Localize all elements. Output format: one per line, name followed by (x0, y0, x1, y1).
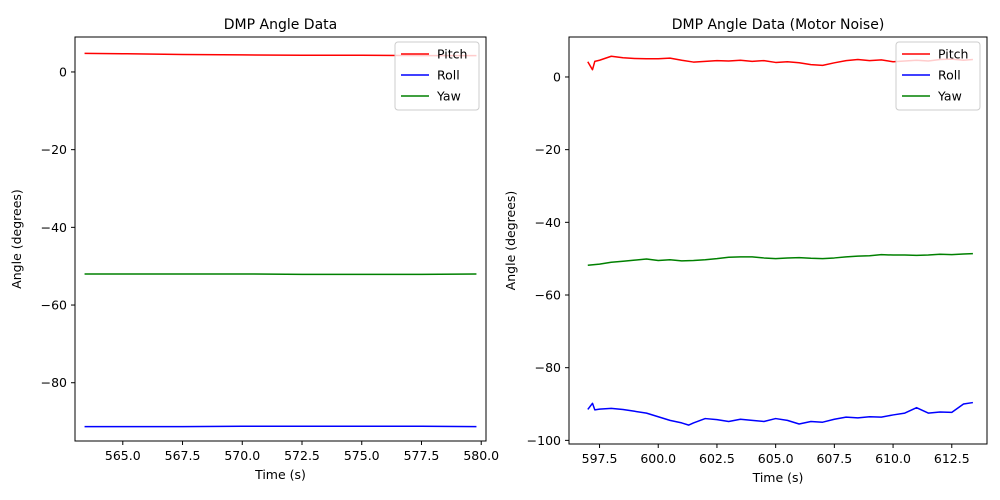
y-tick-label: −20 (535, 142, 561, 157)
x-tick-label: 602.5 (699, 451, 735, 466)
legend-label-roll: Roll (938, 68, 961, 83)
legend-box (394, 41, 480, 111)
x-tick-label: 605.0 (758, 451, 794, 466)
legend: Pitch Roll Yaw (394, 41, 480, 111)
x-axis-label: Time (s) (752, 470, 804, 485)
y-tick-label: −40 (41, 220, 67, 235)
y-tick-label: 0 (553, 69, 561, 84)
y-tick-label: −80 (41, 375, 67, 390)
x-tick-label: 572.5 (284, 448, 320, 463)
legend-label-pitch: Pitch (938, 47, 968, 62)
y-tick-label: 0 (59, 64, 67, 79)
chart-2: 597.5 600.0 602.5 605.0 607.5 610.0 612.5 0 −20 −… (503, 17, 988, 485)
x-tick-label: 570.0 (224, 448, 260, 463)
x-tick-label: 612.5 (934, 451, 970, 466)
x-axis-label: Time (s) (254, 467, 306, 482)
series-line-roll (587, 401, 974, 426)
x-tick-label: 577.5 (404, 448, 440, 463)
x-tick-label: 567.5 (165, 448, 201, 463)
chart-title: DMP Angle Data (Motor Noise) (672, 17, 885, 33)
y-tick-label: −40 (535, 215, 561, 230)
y-tick-label: −60 (535, 288, 561, 303)
legend-label-yaw: Yaw (937, 89, 962, 104)
plot-frame (74, 36, 487, 442)
plot-frame (568, 36, 988, 445)
x-tick-label: 565.0 (105, 448, 141, 463)
legend-label-roll: Roll (437, 68, 460, 83)
x-tick-label: 580.0 (463, 448, 499, 463)
series-line-yaw (587, 252, 973, 266)
y-axis-label: Angle (degrees) (503, 191, 518, 291)
x-tick-label: 597.5 (582, 451, 618, 466)
legend-box (895, 41, 981, 111)
y-tick-label: −60 (41, 298, 67, 313)
chart-title: DMP Angle Data (224, 17, 337, 33)
x-tick-label: 610.0 (875, 451, 911, 466)
legend-label-yaw: Yaw (436, 89, 461, 104)
x-tick-label: 575.0 (344, 448, 380, 463)
y-tick-label: −20 (41, 142, 67, 157)
legend-label-pitch: Pitch (437, 47, 467, 62)
y-tick-label: −80 (535, 360, 561, 375)
y-tick-label: −100 (527, 433, 561, 448)
x-tick-label: 607.5 (816, 451, 852, 466)
y-axis-label: Angle (degrees) (9, 189, 24, 289)
chart-1: 565.0 567.5 570.0 572.5 575.0 577.5 580.0 0 −20 −… (9, 17, 499, 482)
legend: Pitch Roll Yaw (895, 41, 981, 111)
x-tick-label: 600.0 (640, 451, 676, 466)
